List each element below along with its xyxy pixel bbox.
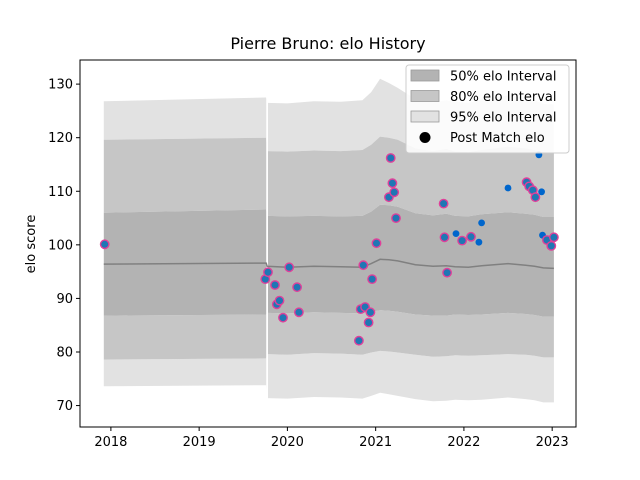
legend-label: 95% elo Interval <box>450 111 557 126</box>
legend-swatch-band50 <box>410 69 440 82</box>
post-match-elo-point <box>367 274 377 284</box>
legend-label: 80% elo Interval <box>450 90 557 105</box>
post-match-elo-point <box>466 231 476 242</box>
post-match-elo-point <box>504 184 512 192</box>
y-tick-label: 110 <box>48 185 73 200</box>
post-match-elo-point <box>365 307 376 318</box>
post-match-elo-point <box>358 260 369 271</box>
x-tick-label: 2019 <box>183 435 216 450</box>
post-match-elo-point <box>538 188 545 196</box>
legend: 50% elo Interval 80% elo Interval 95% elo … <box>405 64 570 154</box>
post-match-elo-point <box>371 238 382 249</box>
y-axis-label: elo score <box>24 215 39 274</box>
legend-label: 50% elo Interval <box>450 70 557 85</box>
post-match-elo-point <box>99 239 110 250</box>
post-match-elo-point <box>293 307 304 318</box>
post-match-elo-point <box>391 213 401 224</box>
post-match-elo-point <box>438 198 449 209</box>
y-tick-label: 70 <box>56 399 73 414</box>
y-tick-label: 100 <box>48 238 73 253</box>
band-80-upper <box>103 136 554 217</box>
band-95-lower <box>103 350 554 403</box>
post-match-elo-point <box>263 267 273 278</box>
y-tick-label: 90 <box>56 292 73 307</box>
post-match-elo-point <box>475 238 483 246</box>
x-tick-label: 2021 <box>359 435 392 450</box>
post-match-elo-point <box>457 235 467 246</box>
band-50 <box>103 204 554 317</box>
plot-area: 2018 2019 2020 2021 2022 2023 70 80 90 100 110 120 1… <box>48 59 577 450</box>
x-tick-label: 2023 <box>536 435 569 450</box>
post-match-elo-point <box>442 267 452 278</box>
legend-swatch-band80 <box>410 90 440 102</box>
plot-frame <box>79 59 577 428</box>
band-gap <box>266 60 268 427</box>
x-tick-label: 2020 <box>271 435 304 450</box>
post-match-elo-point <box>549 232 559 243</box>
y-tick-label: 130 <box>48 78 73 93</box>
post-match-elo-point <box>478 219 485 227</box>
post-match-elo-point <box>270 280 280 290</box>
mean-elo-line <box>103 258 554 270</box>
post-match-elo-point <box>389 187 400 198</box>
y-tick-label: 120 <box>48 131 73 146</box>
legend-box <box>405 64 570 154</box>
x-tick-label: 2022 <box>447 435 480 450</box>
post-match-elo-point <box>363 317 374 328</box>
post-match-elo-point <box>353 335 364 346</box>
chart-title: Pierre Bruno: elo History <box>230 34 425 53</box>
post-match-elo-point <box>387 178 398 189</box>
post-match-elo-point <box>292 282 302 293</box>
post-match-elo-point <box>385 153 396 163</box>
post-match-elo-point <box>546 240 557 251</box>
post-match-elo-point <box>274 295 285 306</box>
post-match-elo-point <box>452 230 460 238</box>
y-tick-label: 80 <box>56 345 73 360</box>
band-80-lower <box>103 310 554 360</box>
post-match-elo-point <box>530 192 541 203</box>
post-match-elo-point <box>278 312 288 323</box>
post-match-elo-point <box>284 262 295 273</box>
post-match-elo-point <box>439 232 450 243</box>
legend-label: Post Match elo <box>450 131 545 146</box>
legend-swatch-point <box>419 132 431 143</box>
legend-swatch-band95 <box>410 110 440 123</box>
x-tick-label: 2018 <box>94 435 127 450</box>
